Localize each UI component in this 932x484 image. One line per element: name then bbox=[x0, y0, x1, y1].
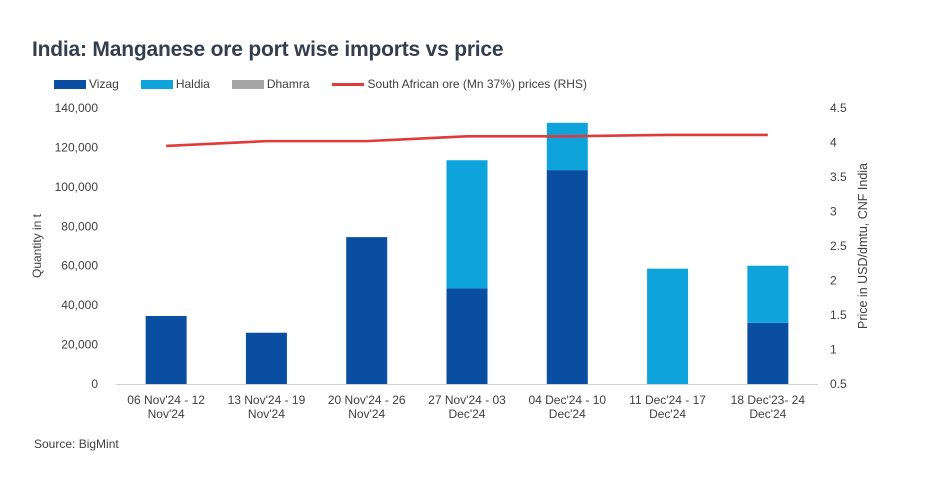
y2-tick-label: 0.5 bbox=[830, 377, 847, 391]
legend-label-haldia: Haldia bbox=[175, 77, 210, 91]
price-line bbox=[166, 133, 768, 148]
y2-tick-label: 1.5 bbox=[830, 308, 847, 322]
x-tick-label: Nov'24 bbox=[348, 407, 385, 421]
bar-haldia bbox=[546, 122, 588, 171]
x-tick-label: Dec'24 bbox=[549, 407, 586, 421]
x-tick-label: 27 Nov'24 - 03 bbox=[428, 393, 506, 407]
y2-tick-label: 3.5 bbox=[830, 170, 847, 184]
bar-vizag bbox=[546, 170, 588, 384]
source-note: Source: BigMint bbox=[34, 437, 119, 451]
chart-title: India: Manganese ore port wise imports v… bbox=[32, 38, 504, 61]
y-axis-title: Quantity in t bbox=[30, 213, 44, 278]
legend-label-dhamra: Dhamra bbox=[266, 77, 310, 91]
x-tick-label: 11 Dec'24 - 17 bbox=[629, 393, 706, 407]
y-tick-label: 140,000 bbox=[55, 101, 99, 115]
bar-vizag bbox=[245, 332, 287, 384]
legend-item-dhamra: Dhamra bbox=[231, 77, 310, 91]
y2-tick-label: 2.5 bbox=[830, 239, 847, 253]
y2-tick-label: 4 bbox=[830, 136, 837, 150]
bar-vizag bbox=[145, 315, 187, 384]
legend-swatch-haldia bbox=[140, 79, 173, 89]
legend-swatch-vizag bbox=[54, 79, 86, 89]
legend-swatch-price bbox=[331, 82, 364, 86]
x-tick-label: 04 Dec'24 - 10 bbox=[528, 393, 606, 407]
x-tick-label: 18 Dec'23- 24 bbox=[731, 393, 806, 407]
bar-haldia bbox=[747, 265, 789, 323]
x-tick-label: Dec'24 bbox=[749, 407, 786, 421]
y2-axis-title: Price in USD/dmtu, CNF India bbox=[856, 163, 870, 329]
y-tick-label: 120,000 bbox=[55, 140, 99, 154]
x-tick-label: Dec'24 bbox=[449, 407, 486, 421]
legend-label-vizag: Vizag bbox=[89, 77, 119, 91]
x-tick-label: Nov'24 bbox=[248, 407, 285, 421]
y-tick-label: 40,000 bbox=[61, 298, 98, 312]
x-tick-label: 13 Nov'24 - 19 bbox=[228, 393, 306, 407]
y2-tick-label: 3 bbox=[830, 205, 837, 219]
bar-haldia bbox=[446, 160, 488, 289]
x-tick-label: 06 Nov'24 - 12 bbox=[127, 393, 205, 407]
x-tick-label: Nov'24 bbox=[148, 407, 185, 421]
bar-vizag bbox=[446, 288, 488, 384]
legend-item-haldia: Haldia bbox=[140, 77, 210, 91]
legend-item-price: South African ore (Mn 37%) prices (RHS) bbox=[331, 77, 587, 91]
y-tick-label: 80,000 bbox=[61, 219, 98, 233]
y2-tick-label: 1 bbox=[830, 343, 837, 357]
legend-item-vizag: Vizag bbox=[54, 77, 119, 91]
y-tick-label: 0 bbox=[91, 377, 98, 391]
y-tick-label: 20,000 bbox=[61, 338, 98, 352]
y-tick-label: 60,000 bbox=[61, 259, 98, 273]
bar-haldia bbox=[647, 268, 689, 384]
y-tick-label: 100,000 bbox=[55, 180, 99, 194]
y2-tick-label: 2 bbox=[830, 274, 837, 288]
x-tick-label: 20 Nov'24 - 26 bbox=[328, 393, 406, 407]
bar-vizag bbox=[747, 322, 789, 384]
legend-label-price: South African ore (Mn 37%) prices (RHS) bbox=[367, 77, 587, 91]
chart-legend: Vizag Haldia Dhamra South African ore (M… bbox=[54, 77, 609, 91]
x-tick-label: Dec'24 bbox=[649, 407, 686, 421]
legend-swatch-dhamra bbox=[231, 79, 264, 89]
bar-vizag bbox=[346, 237, 388, 384]
y2-tick-label: 4.5 bbox=[830, 101, 847, 115]
